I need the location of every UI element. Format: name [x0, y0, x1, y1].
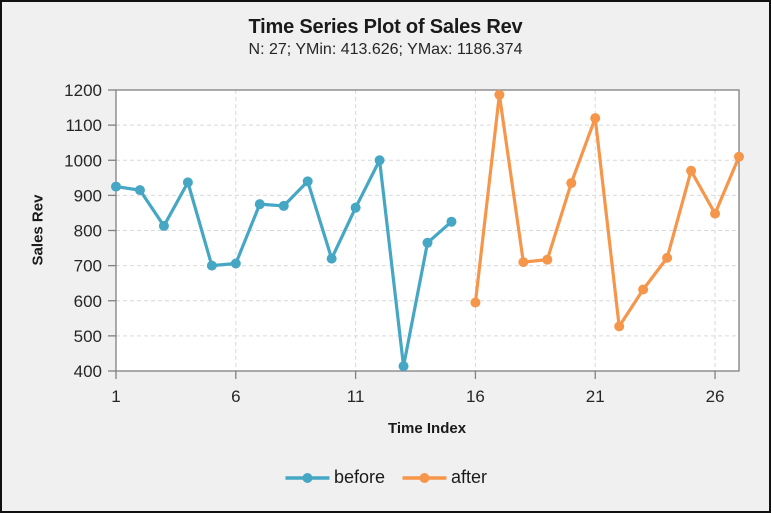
before-legend-marker: [284, 472, 329, 483]
before-point-5: [206, 260, 217, 271]
before-point-6: [230, 258, 241, 269]
before-point-15: [446, 216, 457, 227]
before-point-14: [422, 237, 433, 248]
x-tick-label-6: 6: [231, 387, 240, 406]
before-point-3: [158, 220, 169, 231]
after-legend-marker: [402, 472, 447, 483]
after-point-17: [494, 89, 505, 100]
y-tick-label-1000: 1000: [64, 151, 102, 170]
before-point-2: [134, 185, 145, 196]
chart-legend: before after: [284, 467, 487, 488]
x-tick-label-11: 11: [347, 387, 365, 406]
after-point-25: [686, 165, 697, 176]
legend-label-after: after: [451, 467, 488, 487]
after-series-line: [473, 93, 741, 328]
before-point-9: [302, 176, 313, 187]
y-tick-label-800: 800: [74, 222, 102, 241]
before-point-12: [374, 155, 385, 166]
y-tick-label-500: 500: [74, 327, 102, 346]
after-point-21: [590, 113, 601, 124]
x-tick-label-1: 1: [111, 387, 120, 406]
y-tick-label-600: 600: [74, 292, 102, 311]
x-tick-label-21: 21: [586, 387, 605, 406]
after-point-22: [614, 321, 625, 332]
before-point-8: [278, 200, 289, 211]
chart-subtitle: N: 27; YMin: 413.626; YMax: 1186.374: [248, 41, 523, 58]
after-point-20: [566, 178, 577, 189]
legend-label-before: before: [333, 467, 386, 487]
x-axis-title: Time Index: [387, 420, 467, 437]
y-tick-label-1100: 1100: [65, 116, 102, 135]
before-point-11: [350, 202, 361, 213]
x-tick-label-16: 16: [466, 387, 485, 406]
before-point-1: [111, 181, 121, 192]
before-point-10: [326, 253, 337, 264]
after-point-24: [662, 252, 673, 263]
before-point-13: [398, 361, 409, 372]
after-point-19: [542, 254, 553, 265]
y-tick-label-900: 900: [74, 186, 102, 205]
after-point-18: [518, 257, 529, 268]
after-point-23: [638, 284, 649, 295]
legend-item-after: after: [401, 467, 487, 488]
x-tick-label-26: 26: [706, 387, 725, 406]
y-tick-label-400: 400: [74, 362, 102, 381]
after-point-27: [734, 151, 744, 162]
y-tick-label-700: 700: [74, 257, 102, 276]
chart-title: Time Series Plot of Sales Rev: [248, 16, 523, 38]
after-point-26: [710, 208, 721, 219]
before-point-7: [254, 199, 265, 210]
after-point-16: [470, 297, 481, 308]
legend-item-before: before: [284, 467, 385, 488]
y-tick-label-1200: 1200: [64, 81, 102, 100]
before-point-4: [182, 177, 193, 188]
